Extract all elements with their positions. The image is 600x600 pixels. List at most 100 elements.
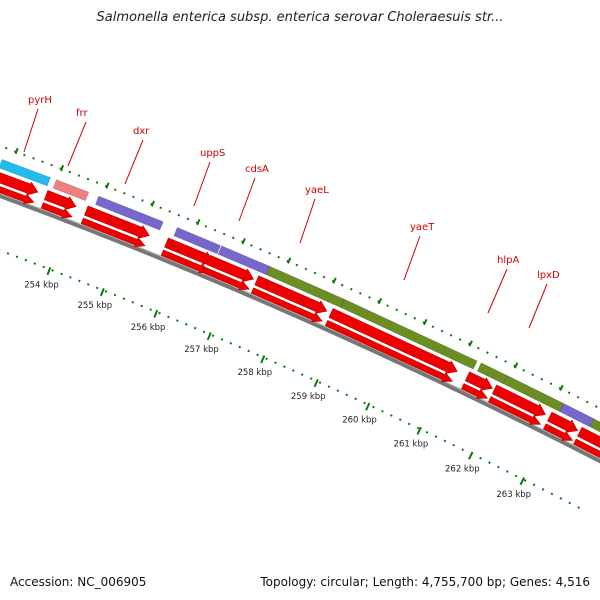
gene-label-lpxD: lpxD	[537, 270, 560, 281]
tick-dot	[113, 188, 117, 191]
scale-tick	[416, 426, 422, 435]
tick-major	[196, 218, 201, 226]
tick-dot	[531, 373, 535, 377]
tick-dot	[404, 312, 408, 316]
gene-leader-line	[124, 139, 144, 185]
gene-label-dxr: dxr	[133, 126, 150, 137]
scale-tick	[99, 288, 105, 297]
tick-dot	[286, 259, 290, 263]
scale-dot	[532, 483, 536, 487]
tick-dot	[585, 400, 589, 404]
scale-dot	[78, 279, 81, 283]
scale-tick	[365, 402, 371, 411]
tick-dot	[95, 181, 99, 184]
scale-dot	[309, 377, 313, 380]
tick-dot	[495, 355, 498, 359]
scale-dot	[452, 443, 456, 447]
tick-dot	[295, 263, 299, 267]
cds-arrow	[0, 172, 39, 196]
tick-major	[468, 340, 473, 347]
cds-arrow	[460, 383, 489, 399]
feature-block	[589, 418, 600, 433]
tick-dot	[576, 396, 580, 399]
scale-dot	[568, 501, 572, 505]
scale-dot	[95, 286, 99, 290]
cds-arrow	[577, 426, 600, 448]
scale-dot	[514, 474, 518, 478]
kbp-label: 257 kbp	[184, 345, 219, 355]
kbp-label: 259 kbp	[291, 392, 326, 402]
tick-dot	[395, 308, 398, 312]
tick-dot	[349, 287, 353, 291]
scale-dot	[577, 506, 581, 509]
scale-dot	[327, 385, 331, 388]
tick-major	[150, 200, 155, 207]
scale-dot	[167, 315, 170, 319]
kbp-label: 260 kbp	[342, 415, 377, 425]
scale-dot	[211, 334, 215, 337]
scale-dot	[274, 361, 277, 365]
scale-dot	[336, 389, 340, 393]
tick-dot	[549, 382, 553, 386]
kbp-label: 256 kbp	[131, 323, 166, 333]
tick-dot	[250, 244, 253, 247]
scale-dot	[300, 373, 304, 376]
backbone-line	[0, 193, 600, 464]
kbp-label: 255 kbp	[78, 301, 113, 311]
scale-dot	[131, 300, 135, 304]
scale-dot	[398, 418, 402, 421]
kbp-label: 262 kbp	[445, 464, 480, 474]
cds-arrow	[328, 308, 458, 374]
scale-dot	[202, 330, 206, 334]
feature-block	[173, 227, 221, 255]
scale-dot	[523, 479, 527, 482]
accession-text: Accession: NC_006905	[10, 575, 147, 589]
tick-dot	[241, 240, 244, 243]
cds-arrow	[0, 186, 35, 204]
gene-label-frr: frr	[76, 108, 88, 119]
tick-dot	[567, 391, 571, 395]
scale-dot	[461, 448, 465, 451]
scale-dot	[390, 414, 393, 417]
gene-leader-line	[403, 235, 421, 281]
gene-label-hlpA: hlpA	[497, 255, 519, 266]
feature-block	[340, 298, 478, 370]
scale-dot	[86, 283, 90, 286]
tick-dot	[59, 167, 63, 170]
scale-dot	[24, 258, 28, 262]
tick-dot	[259, 248, 262, 251]
tick-dot	[4, 146, 8, 150]
tick-dot	[504, 360, 507, 363]
tick-dot	[594, 405, 598, 408]
scale-tick	[313, 379, 319, 388]
scale-dot	[176, 319, 179, 322]
tick-dot	[467, 342, 471, 346]
tick-major	[60, 164, 65, 172]
gene-leader-line	[299, 198, 316, 244]
scale-dot	[434, 435, 438, 438]
cds-arrow	[487, 396, 542, 425]
scale-dot	[363, 401, 366, 405]
scale-dot	[104, 290, 108, 293]
tick-dot	[522, 368, 526, 372]
scale-tick	[468, 451, 474, 460]
scale-dot	[283, 365, 286, 368]
tick-dot	[32, 157, 35, 160]
scale-dot	[51, 269, 54, 272]
genome-summary-text: Topology: circular; Length: 4,755,700 bp…	[260, 575, 590, 589]
cds-arrow	[547, 411, 579, 433]
tick-dot	[331, 279, 335, 283]
scale-dot	[425, 431, 429, 434]
tick-dot	[513, 364, 516, 368]
scale-dot	[416, 426, 420, 430]
tick-dot	[231, 236, 235, 240]
scale-tick	[206, 332, 212, 341]
tick-dot	[304, 267, 308, 271]
tick-dot	[313, 271, 317, 275]
gene-leader-line	[23, 108, 39, 153]
tick-dot	[440, 329, 444, 333]
scale-dot	[381, 409, 384, 413]
scale-tick	[46, 267, 52, 276]
scale-dot	[247, 349, 250, 353]
tick-dot	[186, 217, 190, 221]
